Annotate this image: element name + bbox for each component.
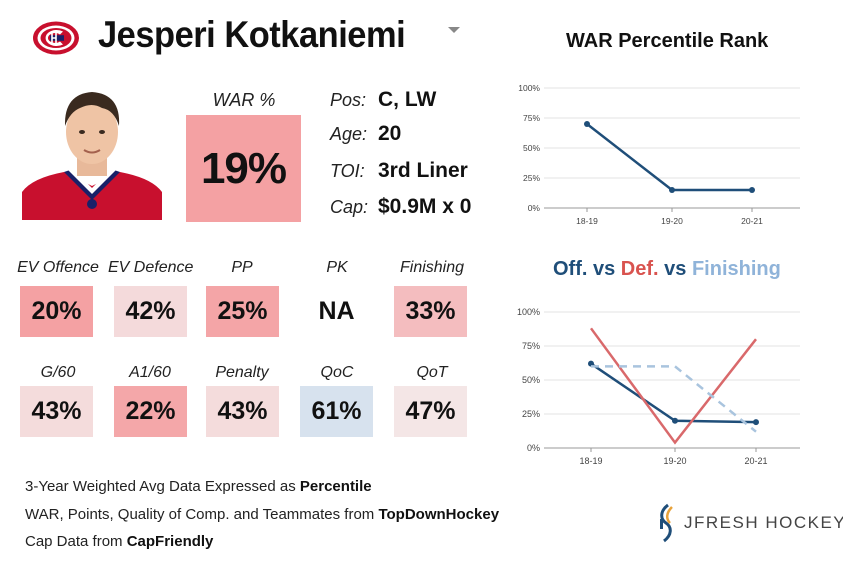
- pos-label: Pos:: [330, 90, 367, 110]
- qot-label: QoT: [416, 364, 448, 381]
- brand-name: JFRESH HOCKEY: [684, 513, 843, 532]
- data-point: [584, 121, 590, 127]
- data-point: [669, 187, 675, 193]
- pp-value: 25%: [206, 286, 279, 337]
- footer-line-2-bold: TopDownHockey: [378, 506, 500, 523]
- chart1-title: WAR Percentile Rank: [566, 30, 769, 52]
- footer-line-3: Cap Data from CapFriendly: [25, 533, 213, 550]
- age-value: 20: [378, 122, 402, 145]
- footer-line-1-text: 3-Year Weighted Avg Data Expressed as: [25, 478, 300, 495]
- pp-label: PP: [231, 259, 253, 276]
- y-tick-label: 50%: [523, 143, 540, 153]
- g60-value: 43%: [20, 386, 93, 437]
- war-percentile-chart: 0% 25% 50% 75% 100% 18-19 19-20 20-21: [518, 83, 800, 226]
- y-tick-label: 25%: [523, 173, 540, 183]
- war-value-box: 19%: [186, 115, 301, 222]
- y-tick-label: 0%: [527, 443, 540, 453]
- y-tick-label: 100%: [518, 83, 540, 93]
- qoc-value: 61%: [300, 386, 373, 437]
- a160-value: 22%: [114, 386, 187, 437]
- series-line-def: [589, 327, 757, 445]
- finishing-value: 33%: [394, 286, 467, 337]
- ev-offence-value: 20%: [20, 286, 93, 337]
- footer-line-1: 3-Year Weighted Avg Data Expressed as Pe…: [25, 478, 372, 495]
- chart2-title-sep2: vs: [658, 258, 692, 280]
- brand: JFRESH HOCKEY: [656, 503, 843, 543]
- toi-label: TOI:: [330, 161, 365, 181]
- y-tick-label: 0%: [528, 203, 541, 213]
- data-point: [753, 419, 759, 426]
- a160-label: A1/60: [129, 364, 171, 381]
- g60-label: G/60: [40, 364, 76, 381]
- x-tick-label: 20-21: [744, 456, 767, 466]
- ev-defence-label: EV Defence: [108, 259, 194, 276]
- footer-line-1-bold: Percentile: [299, 478, 372, 495]
- off-def-fin-chart: 0% 25% 50% 75% 100% 18-19 19-20 20-21: [517, 307, 800, 466]
- player-name: Jesperi Kotkaniemi: [98, 14, 406, 55]
- x-tick-label: 18-19: [576, 216, 598, 226]
- y-tick-label: 25%: [522, 409, 540, 419]
- x-tick-label: 19-20: [661, 216, 683, 226]
- age-label: Age:: [330, 124, 368, 144]
- pos-value: C, LW: [378, 88, 437, 111]
- toi-value: 3rd Liner: [378, 159, 468, 182]
- cap-value: $0.9M x 0: [378, 195, 472, 218]
- pk-label: PK: [326, 259, 348, 276]
- data-point: [749, 187, 755, 193]
- y-tick-label: 50%: [522, 375, 540, 385]
- y-tick-label: 75%: [522, 341, 540, 351]
- team-logo: [33, 21, 79, 55]
- x-tick-label: 19-20: [663, 456, 686, 466]
- data-point: [672, 417, 678, 424]
- chart2-title-def: Def.: [620, 258, 659, 280]
- penalty-label: Penalty: [215, 364, 269, 381]
- finishing-label: Finishing: [399, 259, 465, 276]
- x-tick-label: 20-21: [741, 216, 763, 226]
- footer-line-3-text: Cap Data from: [25, 533, 127, 550]
- footer-line-2-text: WAR, Points, Quality of Comp. and Teamma…: [25, 506, 379, 523]
- war-label: WAR %: [212, 90, 276, 110]
- footer-line-3-bold: CapFriendly: [126, 533, 214, 550]
- chart2-title-fin: Finishing: [691, 258, 781, 280]
- x-tick-label: 18-19: [579, 456, 602, 466]
- chart2-title: Off. vs Def. vs Finishing: [553, 258, 781, 281]
- chart2-title-sep1: vs: [587, 258, 621, 280]
- player-dropdown-chevron-icon[interactable]: [448, 27, 460, 33]
- player-headshot: [22, 80, 162, 220]
- y-tick-label: 75%: [523, 113, 540, 123]
- footer-line-2: WAR, Points, Quality of Comp. and Teamma…: [25, 506, 499, 523]
- pk-value: NA: [300, 286, 373, 337]
- qot-value: 47%: [394, 386, 467, 437]
- penalty-value: 43%: [206, 386, 279, 437]
- y-tick-label: 100%: [517, 307, 540, 317]
- cap-label: Cap:: [330, 197, 369, 217]
- series-line-war: [586, 123, 752, 192]
- ev-defence-value: 42%: [114, 286, 187, 337]
- qoc-label: QoC: [320, 364, 354, 381]
- brand-logo-icon: [660, 503, 673, 543]
- chart2-title-off: Off.: [553, 258, 588, 280]
- ev-offence-label: EV Offence: [17, 259, 99, 276]
